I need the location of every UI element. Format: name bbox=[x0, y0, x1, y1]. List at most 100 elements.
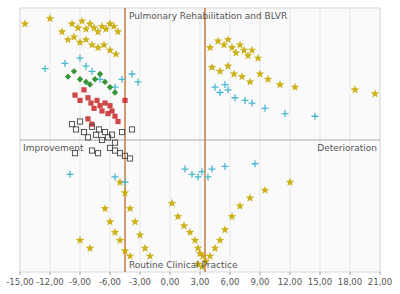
point bbox=[256, 70, 265, 78]
point bbox=[249, 100, 256, 107]
point bbox=[189, 171, 196, 178]
tick-mark bbox=[200, 272, 201, 275]
point bbox=[222, 163, 229, 170]
point bbox=[216, 236, 225, 244]
point bbox=[109, 108, 114, 113]
point bbox=[126, 204, 135, 212]
point bbox=[371, 89, 380, 97]
point bbox=[186, 228, 195, 236]
point bbox=[102, 100, 107, 105]
x-axis: -15,00-12,00-9,00-6,00-3,000,003,006,009… bbox=[6, 8, 392, 287]
series bbox=[21, 14, 123, 58]
point bbox=[87, 81, 93, 87]
point bbox=[107, 84, 113, 90]
point bbox=[101, 204, 110, 212]
point bbox=[110, 22, 119, 30]
point bbox=[240, 46, 249, 54]
tick-label: 0,00 bbox=[161, 277, 180, 287]
annotation: Pulmonary Rehabilitation and BLVR bbox=[129, 11, 287, 21]
point bbox=[174, 212, 183, 220]
point bbox=[112, 140, 117, 145]
point bbox=[99, 137, 104, 142]
point bbox=[312, 113, 319, 120]
tick-mark bbox=[80, 272, 81, 275]
marks bbox=[21, 14, 380, 270]
point bbox=[211, 244, 220, 252]
point bbox=[76, 236, 85, 244]
point bbox=[168, 199, 177, 207]
point bbox=[199, 168, 206, 175]
point bbox=[195, 173, 202, 180]
tick-mark bbox=[380, 272, 381, 275]
point bbox=[95, 151, 100, 156]
point bbox=[85, 95, 90, 100]
point bbox=[217, 89, 224, 96]
point bbox=[106, 46, 115, 54]
point bbox=[96, 127, 101, 132]
tick-label: 6,00 bbox=[221, 277, 240, 287]
point bbox=[83, 63, 90, 70]
tick-label: 9,00 bbox=[251, 277, 270, 287]
point bbox=[232, 94, 239, 101]
point bbox=[85, 135, 90, 140]
point bbox=[74, 23, 83, 31]
tick-label: 15,00 bbox=[308, 277, 332, 287]
series bbox=[42, 55, 319, 186]
point bbox=[112, 114, 117, 119]
point bbox=[206, 252, 215, 260]
vertical-line bbox=[124, 8, 126, 272]
point bbox=[72, 93, 77, 98]
point bbox=[70, 33, 79, 41]
point bbox=[119, 76, 126, 83]
point bbox=[89, 148, 94, 153]
tick-mark bbox=[260, 272, 261, 275]
point bbox=[58, 27, 67, 35]
point bbox=[89, 124, 94, 129]
point bbox=[109, 132, 114, 137]
point bbox=[282, 110, 289, 117]
point bbox=[205, 173, 212, 180]
point bbox=[112, 148, 117, 153]
point bbox=[212, 84, 219, 91]
tick-label: 3,00 bbox=[191, 277, 210, 287]
axis-label: Improvement bbox=[23, 143, 84, 153]
point bbox=[264, 75, 273, 83]
point bbox=[230, 70, 239, 78]
point bbox=[115, 119, 120, 124]
tick-mark bbox=[230, 272, 231, 275]
point bbox=[146, 252, 155, 260]
annotations: ImprovementDeteriorationPulmonary Rehabi… bbox=[23, 11, 377, 270]
point bbox=[73, 127, 78, 132]
point bbox=[121, 188, 130, 196]
point bbox=[122, 179, 129, 186]
tick-mark bbox=[110, 272, 111, 275]
chart: -15,00-12,00-9,00-6,00-3,000,003,006,009… bbox=[0, 0, 400, 294]
point bbox=[242, 97, 249, 104]
point bbox=[21, 19, 30, 27]
point bbox=[214, 37, 223, 45]
point bbox=[62, 60, 69, 67]
point bbox=[191, 236, 200, 244]
point bbox=[97, 71, 103, 77]
point bbox=[141, 244, 150, 252]
tick-mark bbox=[320, 272, 321, 275]
point bbox=[262, 105, 269, 112]
point bbox=[85, 116, 90, 121]
point bbox=[221, 225, 230, 233]
point bbox=[232, 48, 241, 56]
point bbox=[111, 228, 120, 236]
point bbox=[100, 40, 109, 48]
vertical-line bbox=[204, 8, 206, 272]
point bbox=[131, 217, 140, 225]
point bbox=[91, 106, 96, 111]
point bbox=[81, 87, 86, 92]
tick-mark bbox=[140, 272, 141, 275]
point bbox=[122, 98, 127, 103]
series bbox=[76, 178, 295, 271]
point bbox=[112, 89, 118, 95]
series bbox=[72, 87, 127, 127]
point bbox=[107, 145, 112, 150]
series bbox=[69, 119, 134, 161]
point bbox=[119, 129, 124, 134]
point bbox=[77, 76, 83, 82]
